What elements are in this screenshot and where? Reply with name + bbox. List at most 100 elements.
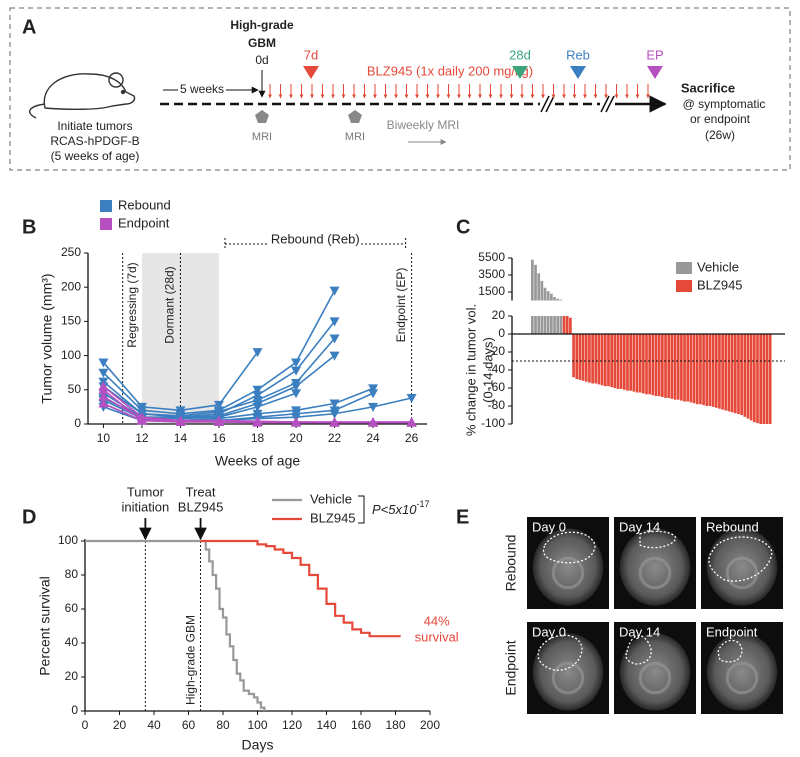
image-label: Day 0 bbox=[532, 624, 566, 639]
mri-detail bbox=[551, 556, 585, 590]
bar bbox=[603, 334, 607, 387]
x-tick-label: 20 bbox=[113, 718, 127, 732]
panel-letter: C bbox=[456, 216, 470, 238]
mri-brain bbox=[619, 633, 691, 711]
bar bbox=[705, 334, 709, 406]
label: High-grade bbox=[230, 18, 294, 32]
point bbox=[98, 391, 109, 401]
timepoint-marker bbox=[303, 66, 319, 79]
bar-upper bbox=[540, 280, 544, 301]
bar bbox=[657, 334, 661, 397]
y-tick-label: -40 bbox=[488, 362, 506, 376]
image-label: Day 14 bbox=[619, 519, 660, 534]
bar bbox=[622, 334, 626, 390]
tumor-outline bbox=[537, 634, 583, 671]
bar bbox=[597, 334, 601, 385]
bar bbox=[569, 317, 572, 334]
x-tick-label: 22 bbox=[328, 431, 342, 445]
x-tick-label: 120 bbox=[282, 718, 302, 732]
point bbox=[329, 399, 340, 409]
y-tick-label: 0 bbox=[498, 326, 505, 340]
event-label: BLZ945 bbox=[178, 499, 224, 514]
point bbox=[291, 358, 302, 368]
bar bbox=[550, 316, 553, 334]
bar bbox=[588, 334, 591, 383]
survival-curve bbox=[200, 539, 401, 638]
point bbox=[252, 348, 263, 358]
x-tick-label: 180 bbox=[385, 718, 405, 732]
bar bbox=[708, 334, 712, 406]
y-axis-label: Percent survival bbox=[37, 576, 53, 676]
bar bbox=[654, 334, 658, 397]
legend-label: BLZ945 bbox=[310, 510, 356, 525]
bar bbox=[572, 334, 575, 378]
y-tick-label: 60 bbox=[65, 601, 79, 615]
bar bbox=[638, 334, 642, 393]
point bbox=[406, 394, 417, 404]
bar bbox=[584, 334, 588, 382]
treatment: BLZ945 (1x daily 200 mg/kg) bbox=[367, 63, 533, 78]
bar bbox=[645, 334, 648, 395]
point bbox=[213, 415, 224, 425]
y-tick-label: -100 bbox=[481, 416, 505, 430]
bar bbox=[752, 334, 756, 423]
legend-label: BLZ945 bbox=[697, 277, 743, 292]
bar bbox=[591, 334, 594, 384]
legend-swatch bbox=[676, 280, 692, 292]
point bbox=[329, 409, 340, 419]
mouse-icon bbox=[28, 72, 136, 119]
bar bbox=[664, 334, 667, 398]
x-tick-label: 100 bbox=[247, 718, 267, 732]
bar bbox=[695, 334, 699, 405]
y-tick-label: -60 bbox=[488, 380, 506, 394]
x-tick-label: 160 bbox=[351, 718, 371, 732]
bar bbox=[635, 334, 639, 393]
y-tick-label: 1500 bbox=[478, 284, 505, 298]
bar bbox=[683, 334, 686, 402]
bar bbox=[733, 334, 737, 414]
bar bbox=[534, 316, 537, 334]
panel-letter: D bbox=[22, 506, 36, 528]
label: 5 weeks bbox=[180, 82, 224, 96]
bar bbox=[762, 334, 766, 424]
timepoint-label: 7d bbox=[304, 47, 318, 62]
bar bbox=[699, 334, 702, 405]
point bbox=[98, 368, 109, 378]
image-label: Rebound bbox=[706, 519, 759, 534]
bar bbox=[559, 316, 563, 334]
bar bbox=[600, 334, 604, 386]
x-tick-label: 200 bbox=[420, 718, 440, 732]
bar bbox=[575, 334, 579, 379]
x-tick-label: 60 bbox=[182, 718, 196, 732]
panel-letter: A bbox=[22, 16, 36, 38]
point bbox=[98, 398, 109, 408]
annotation: Rebound (Reb) bbox=[271, 231, 360, 246]
annotation: Dormant (28d) bbox=[163, 266, 177, 343]
point bbox=[291, 389, 302, 399]
tumor-outline bbox=[639, 530, 677, 549]
bar bbox=[737, 334, 740, 415]
bar-upper bbox=[550, 293, 553, 301]
y-tick-label: 150 bbox=[61, 314, 81, 328]
bar bbox=[730, 334, 734, 413]
tumor-outline bbox=[708, 536, 773, 582]
timepoint-label: Reb bbox=[566, 47, 590, 62]
tumor-outline bbox=[625, 635, 652, 665]
x-tick-label: 12 bbox=[135, 431, 149, 445]
bar bbox=[768, 334, 772, 424]
y-tick-label: 50 bbox=[68, 382, 82, 396]
label: or endpoint bbox=[690, 112, 751, 126]
bar bbox=[724, 334, 728, 411]
bar-upper bbox=[543, 287, 547, 301]
bar bbox=[540, 316, 544, 334]
end-label: 44% bbox=[424, 614, 450, 629]
point bbox=[368, 389, 379, 399]
bar bbox=[673, 334, 677, 400]
mri-brain bbox=[706, 633, 778, 711]
bar bbox=[562, 316, 566, 334]
point bbox=[252, 402, 263, 412]
bar bbox=[670, 334, 674, 399]
bar bbox=[692, 334, 696, 404]
bar bbox=[727, 334, 731, 412]
timepoint-label: 28d bbox=[509, 47, 531, 62]
